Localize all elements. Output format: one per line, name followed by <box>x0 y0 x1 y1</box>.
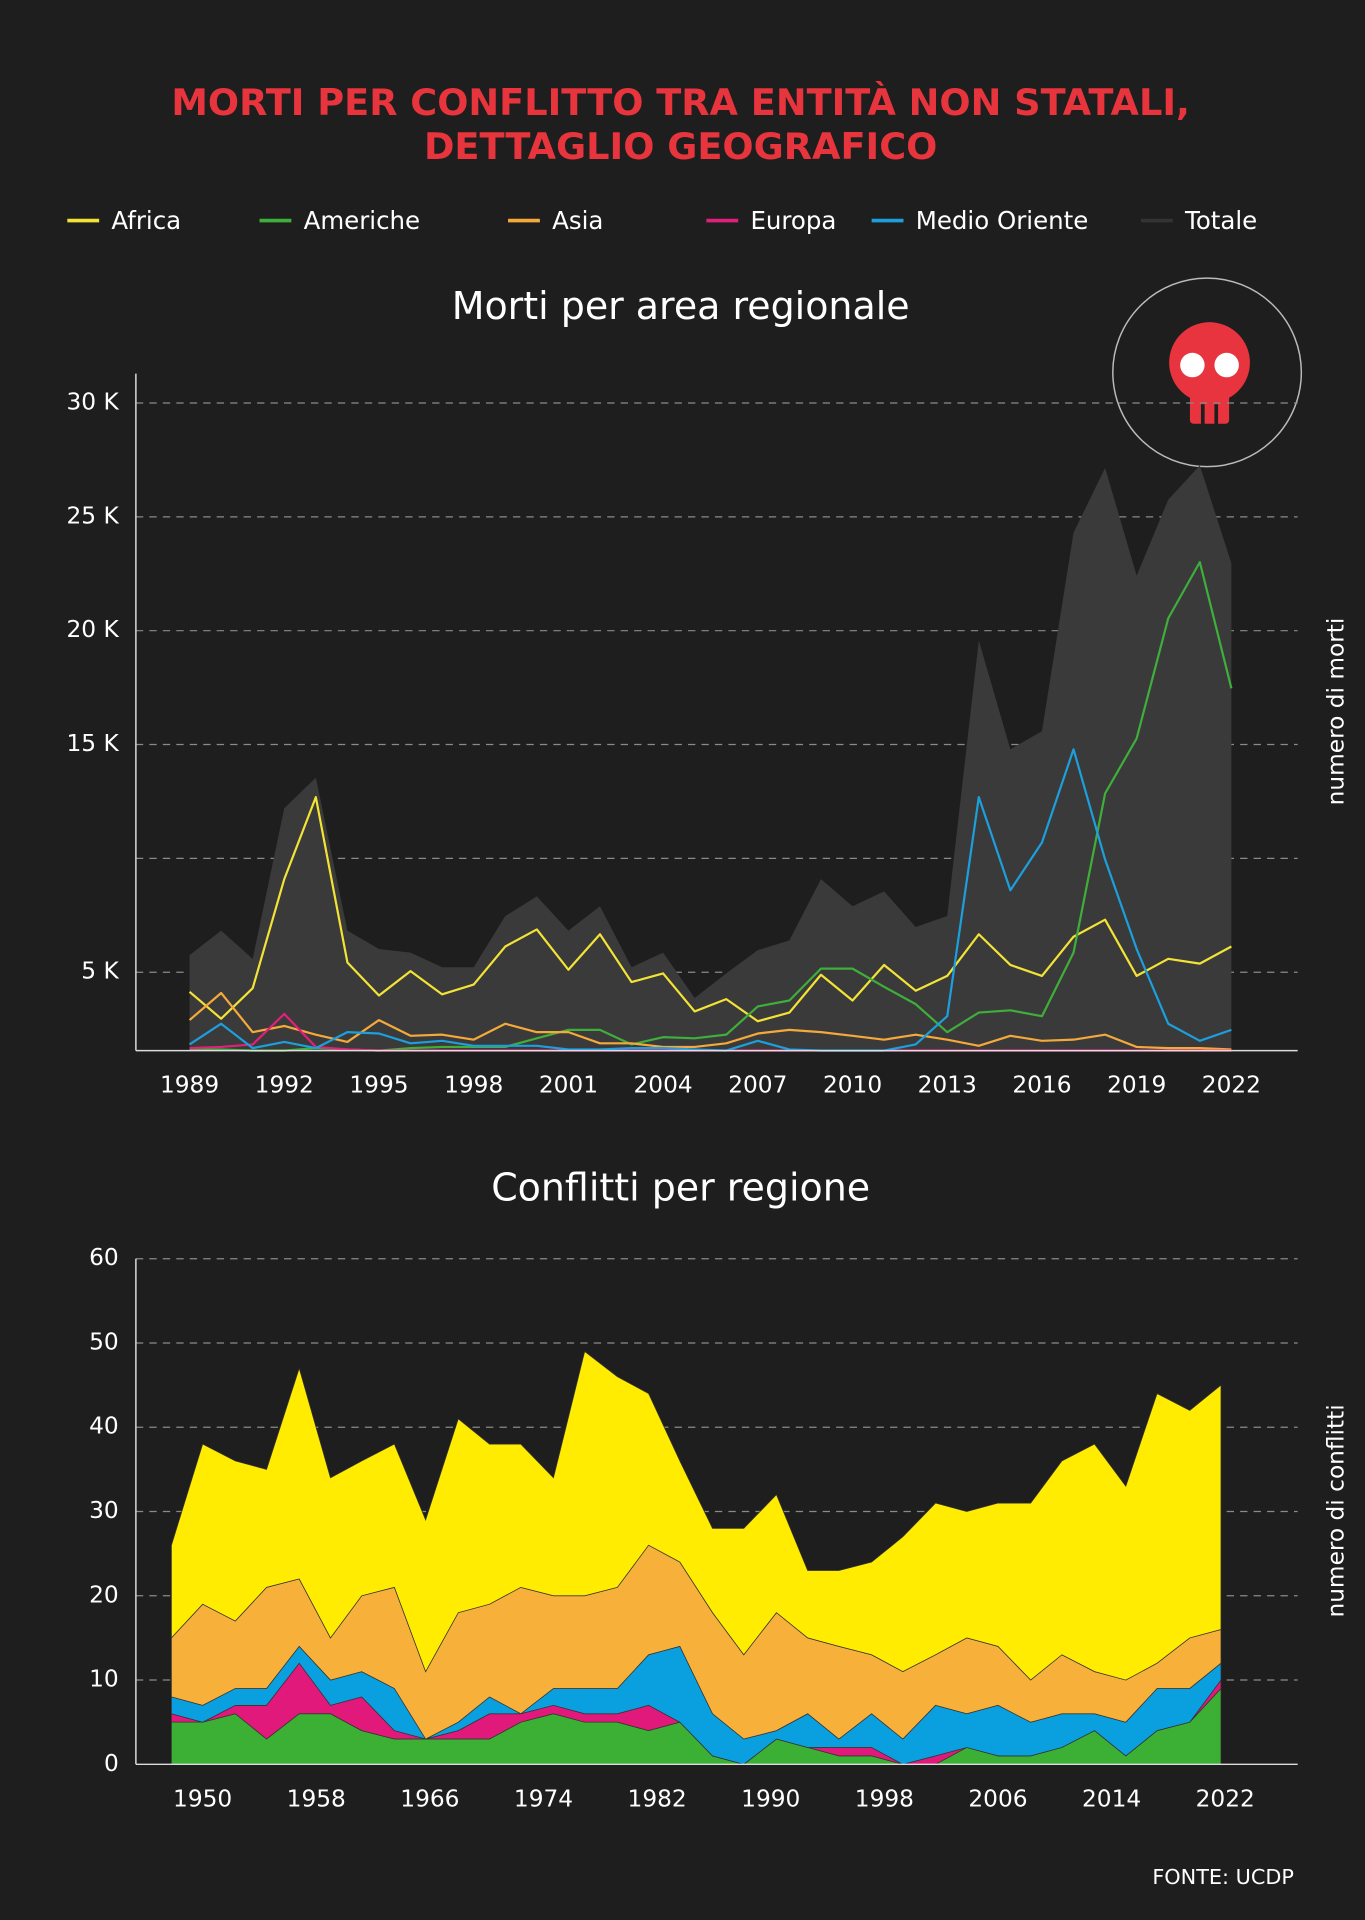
page-title: MORTI PER CONFLITTO TRA ENTITÀ NON STATA… <box>171 80 1190 124</box>
x-tick-label: 1958 <box>287 1785 346 1812</box>
legend-label: Totale <box>1184 206 1257 235</box>
page-title: DETTAGLIO GEOGRAFICO <box>424 125 937 168</box>
skull-icon <box>1112 277 1303 468</box>
y-tick-label: 30 K <box>67 388 120 415</box>
y-axis-label: numero di conflitti <box>1322 1404 1349 1617</box>
x-tick-label: 2022 <box>1202 1072 1261 1099</box>
y-tick-label: 40 <box>89 1413 119 1440</box>
y-tick-label: 50 <box>89 1328 119 1355</box>
legend-label: Medio Oriente <box>916 206 1089 235</box>
x-tick-label: 2004 <box>634 1072 693 1099</box>
x-tick-label: 2014 <box>1082 1785 1141 1812</box>
y-tick-label: 0 <box>104 1750 119 1777</box>
line <box>188 796 1232 1023</box>
x-tick-label: 2006 <box>968 1785 1027 1812</box>
chart-title: Morti per area regionale <box>452 284 910 328</box>
legend-label: Europa <box>750 206 836 235</box>
x-tick-label: 2001 <box>539 1072 598 1099</box>
y-tick-label: 15 K <box>67 730 120 757</box>
legend-label: Asia <box>552 206 603 235</box>
x-tick-label: 1966 <box>400 1785 459 1812</box>
line <box>188 991 1232 1051</box>
y-tick-label: 60 <box>89 1244 119 1271</box>
x-tick-label: 1995 <box>349 1072 408 1099</box>
x-tick-label: 2007 <box>728 1072 787 1099</box>
x-tick-label: 2013 <box>918 1072 977 1099</box>
x-tick-label: 2019 <box>1107 1072 1166 1099</box>
y-axis-label: numero di morti <box>1322 618 1349 806</box>
x-tick-label: 1990 <box>741 1785 800 1812</box>
chart-title: Conflitti per regione <box>491 1166 870 1210</box>
x-tick-label: 1998 <box>855 1785 914 1812</box>
x-tick-label: 1992 <box>255 1072 314 1099</box>
x-tick-label: 2016 <box>1012 1072 1071 1099</box>
y-tick-label: 20 <box>89 1581 119 1608</box>
x-tick-label: 1982 <box>628 1785 687 1812</box>
x-tick-label: 2022 <box>1196 1785 1255 1812</box>
area <box>189 465 1232 1051</box>
x-tick-label: 1950 <box>173 1785 232 1812</box>
x-tick-label: 2010 <box>823 1072 882 1099</box>
source: FONTE: UCDP <box>1152 1865 1294 1889</box>
y-tick-label: 10 <box>89 1666 119 1693</box>
stack-area <box>171 1350 1222 1681</box>
y-tick-label: 20 K <box>67 616 120 643</box>
y-tick-label: 5 K <box>81 958 119 985</box>
y-tick-label: 30 <box>89 1497 119 1524</box>
legend-label: Americhe <box>304 206 421 235</box>
x-tick-label: 1974 <box>514 1785 573 1812</box>
x-tick-label: 1989 <box>160 1072 219 1099</box>
x-tick-label: 1998 <box>444 1072 503 1099</box>
legend-label: Africa <box>111 206 181 235</box>
y-tick-label: 25 K <box>67 502 120 529</box>
